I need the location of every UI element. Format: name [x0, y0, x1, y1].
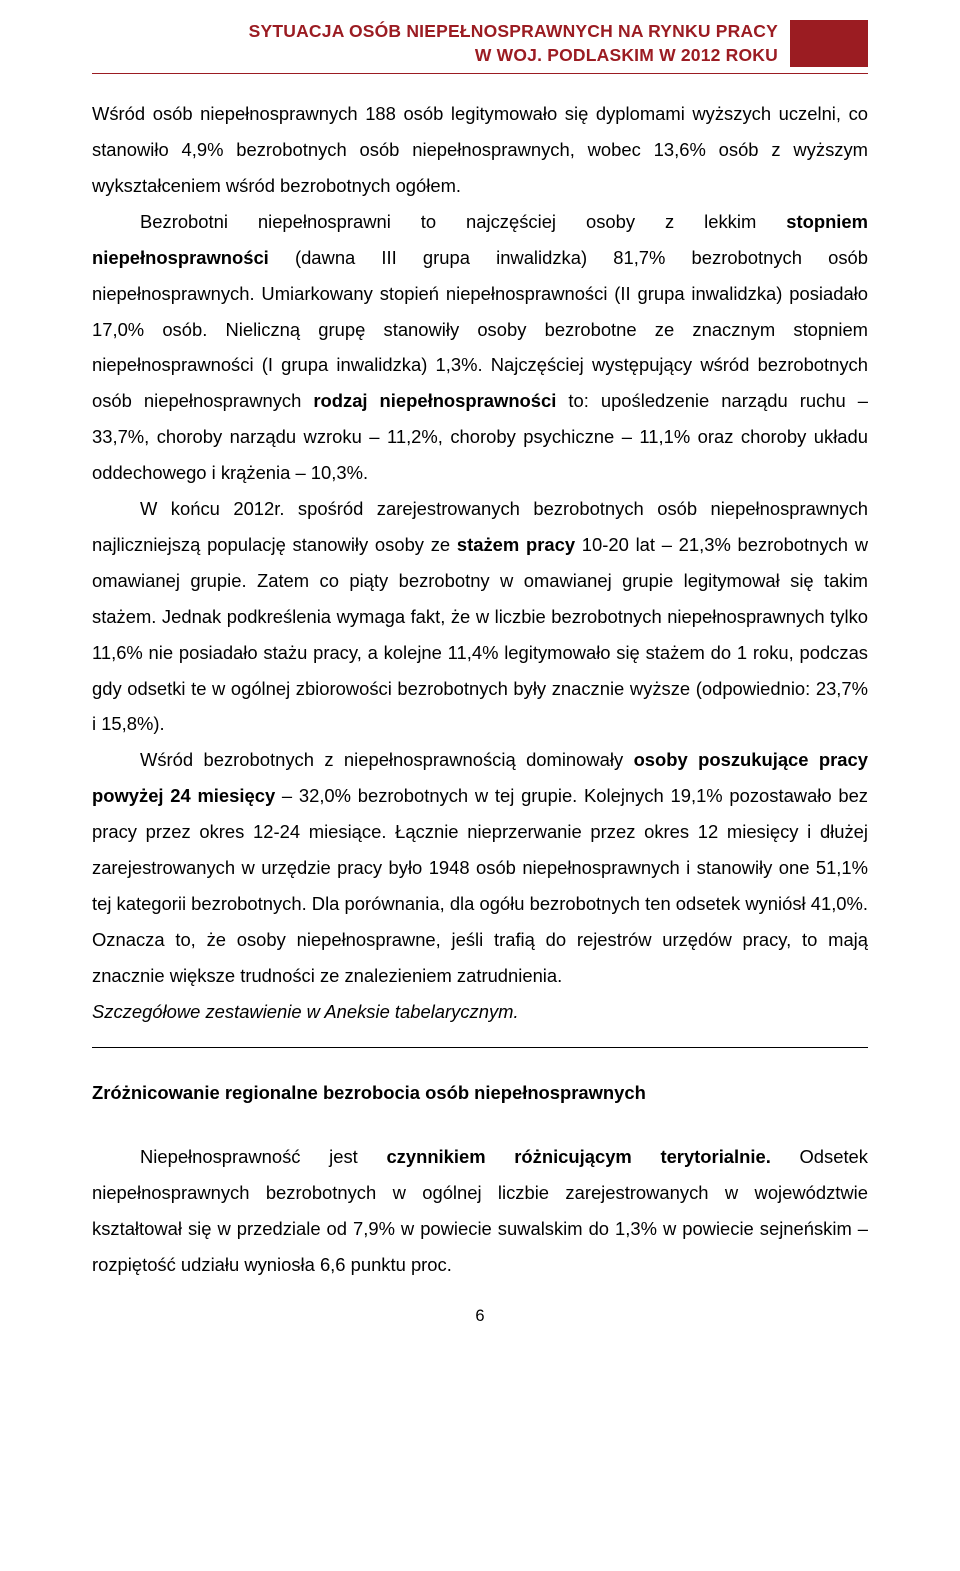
header-color-block	[790, 20, 868, 67]
p1-text-a: Wśród osób niepełnosprawnych 188 osób le…	[92, 103, 868, 196]
p1b-text-1: Bezrobotni niepełnosprawni to najczęście…	[140, 211, 786, 232]
p5-bold: czynnikiem różnicującym terytorialnie.	[386, 1146, 770, 1167]
body-text: Wśród osób niepełnosprawnych 188 osób le…	[92, 96, 868, 1283]
paragraph-1b: Bezrobotni niepełnosprawni to najczęście…	[92, 204, 868, 491]
page-header: SYTUACJA OSÓB NIEPEŁNOSPRAWNYCH NA RYNKU…	[92, 20, 868, 67]
paragraph-1: Wśród osób niepełnosprawnych 188 osób le…	[92, 96, 868, 204]
header-line2: W WOJ. PODLASKIM W 2012 ROKU	[475, 45, 778, 65]
header-rule	[92, 73, 868, 74]
p2-text-c: 10-20 lat – 21,3% bezrobotnych w omawian…	[92, 534, 868, 734]
header-line1: SYTUACJA OSÓB NIEPEŁNOSPRAWNYCH NA RYNKU…	[249, 21, 778, 41]
paragraph-2: W końcu 2012r. spośród zarejestrowanych …	[92, 491, 868, 742]
document-page: SYTUACJA OSÓB NIEPEŁNOSPRAWNYCH NA RYNKU…	[0, 0, 960, 1356]
paragraph-3: Wśród bezrobotnych z niepełnosprawnością…	[92, 742, 868, 993]
paragraph-5: Niepełnosprawność jest czynnikiem różnic…	[92, 1139, 868, 1283]
p1b-bold-2: rodzaj niepełnosprawności	[313, 390, 556, 411]
page-number: 6	[92, 1307, 868, 1326]
p3-text-c: – 32,0% bezrobotnych w tej grupie. Kolej…	[92, 785, 868, 985]
p3-text-a: Wśród bezrobotnych z niepełnosprawnością…	[140, 749, 634, 770]
paragraph-4-italic: Szczegółowe zestawienie w Aneksie tabela…	[92, 994, 868, 1030]
section-separator	[92, 1047, 868, 1048]
p1b-text-2: (dawna III grupa inwalidzka) 81,7% bezro…	[92, 247, 868, 412]
p2-bold: stażem pracy	[457, 534, 575, 555]
header-title: SYTUACJA OSÓB NIEPEŁNOSPRAWNYCH NA RYNKU…	[92, 20, 790, 67]
p5-text-a: Niepełnosprawność jest	[140, 1146, 386, 1167]
section-heading: Zróżnicowanie regionalne bezrobocia osób…	[92, 1076, 868, 1111]
